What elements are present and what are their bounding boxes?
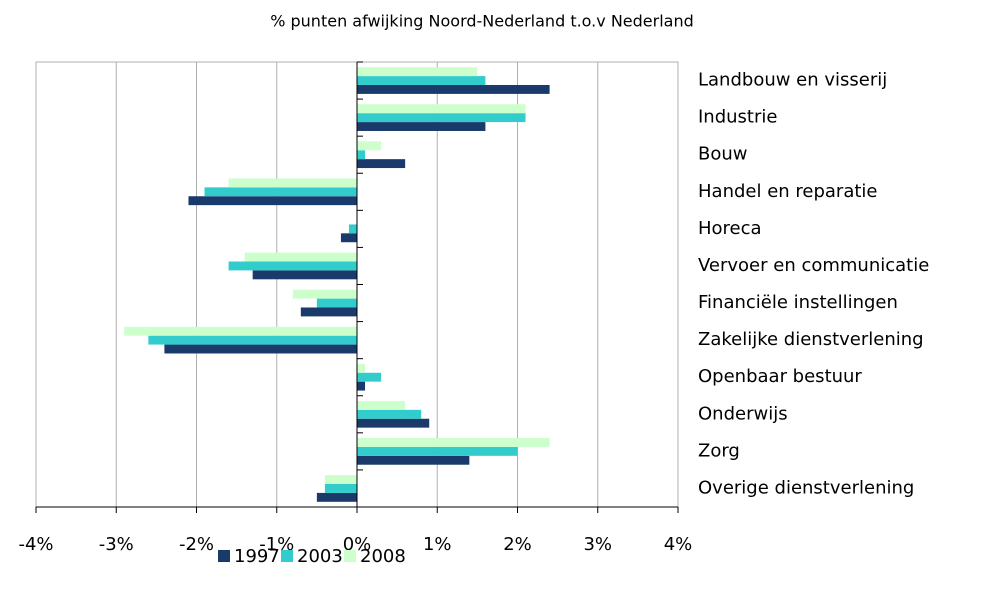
bar <box>324 475 357 485</box>
bar <box>252 270 357 280</box>
bar <box>357 438 550 447</box>
legend-swatch <box>218 550 230 562</box>
bar <box>148 335 357 345</box>
bar <box>357 76 486 85</box>
x-tick-label: 1% <box>423 534 452 555</box>
bar <box>357 67 478 77</box>
x-tick-label: 4% <box>664 534 693 555</box>
x-tick-label: -4% <box>18 534 53 555</box>
bar <box>188 196 357 206</box>
bar <box>292 289 357 299</box>
x-tick-label: -3% <box>99 534 134 555</box>
bar <box>228 261 357 271</box>
legend-label: 2008 <box>360 546 406 567</box>
legend-swatch <box>281 550 293 562</box>
bar <box>357 381 366 391</box>
bar <box>357 409 422 419</box>
bar <box>357 372 382 382</box>
category-label: Zakelijke dienstverlening <box>698 329 924 350</box>
bar <box>357 141 382 151</box>
category-label: Overige dienstverlening <box>698 477 914 498</box>
bar <box>357 113 526 123</box>
legend-swatch <box>344 550 356 562</box>
bar <box>357 418 430 428</box>
legend-label: 2003 <box>297 546 343 567</box>
category-label: Onderwijs <box>698 403 788 424</box>
bar <box>324 484 357 493</box>
bar <box>357 84 550 94</box>
category-label: Bouw <box>698 144 748 165</box>
x-tick-label: 0% <box>343 534 372 555</box>
bar <box>300 307 357 317</box>
category-label: Handel en reparatie <box>698 181 878 202</box>
category-label: Financiële instellingen <box>698 292 898 313</box>
bar <box>357 150 366 160</box>
bar <box>357 122 486 131</box>
bar <box>357 159 406 169</box>
category-label: Landbouw en visserij <box>698 70 887 91</box>
category-label: Openbaar bestuur <box>698 366 862 387</box>
bar <box>357 455 470 465</box>
bar <box>357 400 406 410</box>
bar <box>124 326 358 336</box>
bar <box>164 344 357 354</box>
category-label: Industrie <box>698 107 777 128</box>
x-tick-label: 2% <box>503 534 532 555</box>
bar <box>357 363 366 373</box>
bar <box>348 224 357 234</box>
chart-title: % punten afwijking Noord-Nederland t.o.v… <box>270 12 694 31</box>
category-label: Vervoer en communicatie <box>698 255 929 276</box>
category-label: Horeca <box>698 218 762 239</box>
x-tick-label: 3% <box>583 534 612 555</box>
bar <box>357 446 518 456</box>
legend-label: 1997 <box>234 546 280 567</box>
bar <box>357 104 526 114</box>
category-label: Zorg <box>698 440 740 461</box>
bar <box>316 492 357 502</box>
bar <box>228 178 357 188</box>
bar <box>340 233 357 243</box>
x-tick-label: -1% <box>259 534 294 555</box>
x-tick-label: -2% <box>179 534 214 555</box>
bar <box>204 187 357 197</box>
bar <box>244 252 357 262</box>
bar <box>316 298 357 308</box>
